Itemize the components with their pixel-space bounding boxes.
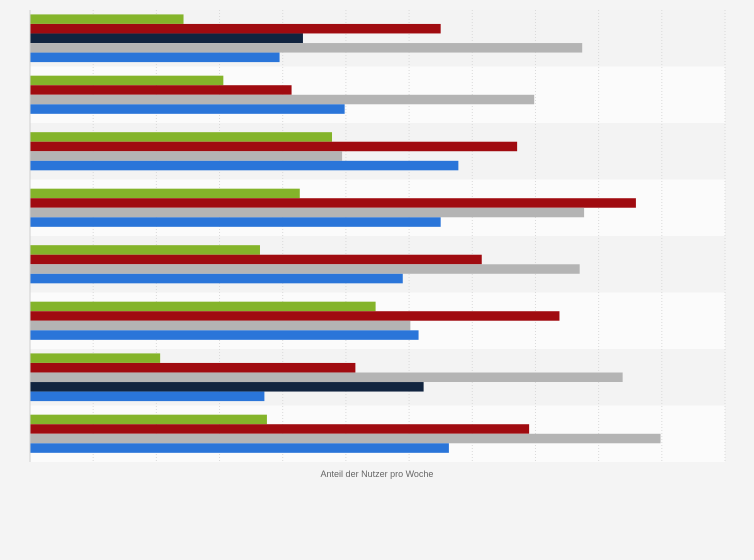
bar bbox=[30, 353, 161, 363]
bar bbox=[30, 273, 403, 284]
bar bbox=[30, 443, 449, 453]
bar bbox=[30, 188, 300, 199]
bar bbox=[30, 245, 260, 255]
bar bbox=[30, 43, 583, 53]
bar bbox=[30, 320, 411, 331]
bar bbox=[30, 311, 560, 321]
row-band bbox=[30, 179, 725, 236]
row-band bbox=[30, 236, 725, 293]
bar bbox=[30, 424, 530, 434]
bar bbox=[30, 23, 441, 34]
bar bbox=[30, 372, 623, 382]
bar bbox=[30, 151, 343, 161]
bar bbox=[30, 382, 424, 392]
bar bbox=[30, 52, 280, 63]
bars bbox=[30, 14, 661, 453]
bar bbox=[30, 362, 356, 373]
chart-svg: Anteil der Nutzer pro Woche bbox=[29, 10, 726, 479]
bar bbox=[30, 85, 292, 95]
bar bbox=[30, 94, 535, 105]
row-band bbox=[30, 123, 725, 180]
bar bbox=[30, 132, 333, 142]
bar bbox=[30, 141, 518, 152]
bar bbox=[30, 104, 345, 114]
bar bbox=[30, 301, 376, 312]
bar bbox=[30, 433, 661, 444]
bar bbox=[30, 330, 419, 340]
row-band bbox=[30, 66, 725, 123]
x-axis-label: Anteil der Nutzer pro Woche bbox=[321, 469, 434, 479]
bar bbox=[30, 14, 184, 24]
bar bbox=[30, 33, 303, 43]
row-band bbox=[30, 292, 725, 349]
bar bbox=[30, 207, 585, 218]
bar bbox=[30, 264, 580, 274]
bar bbox=[30, 414, 267, 425]
bar bbox=[30, 217, 441, 227]
bar bbox=[30, 160, 459, 171]
bar bbox=[30, 254, 482, 265]
bar bbox=[30, 198, 636, 208]
bar bbox=[30, 391, 265, 402]
row-band bbox=[30, 405, 725, 462]
bar bbox=[30, 75, 224, 86]
bar-chart: Anteil der Nutzer pro Woche bbox=[29, 10, 726, 479]
